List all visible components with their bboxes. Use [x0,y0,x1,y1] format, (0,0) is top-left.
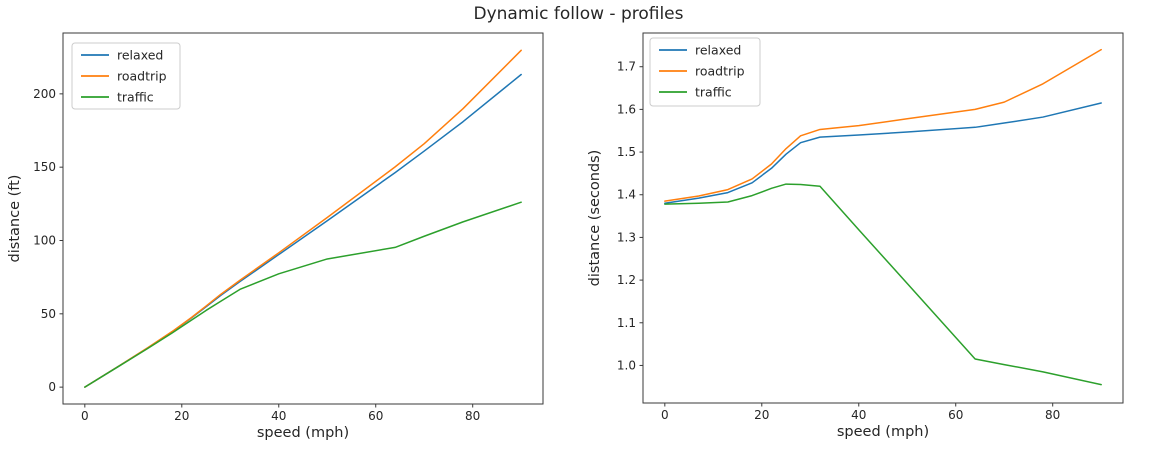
series-line-relaxed [664,102,1102,205]
x-tick-label: 60 [368,409,383,423]
chart-svg: 0 20 40 60 80 0 50 100 150 200 speed (mph) distance… [7,32,544,441]
x-tick-label: 80 [465,409,480,423]
y-tick-label: 1.1 [617,316,636,330]
legend-label-traffic: traffic [695,85,732,100]
legend [71,42,181,110]
y-tick-label: 1.3 [617,230,636,244]
y-tick-label: 1.5 [617,145,636,159]
x-tick-label: 20 [754,408,769,422]
y-axis-label: distance (seconds) [587,150,603,287]
legend-label-relaxed: relaxed [117,48,163,63]
y-tick-label: 50 [41,307,56,321]
x-tick-label: 60 [948,408,963,422]
x-axis-label: speed (mph) [257,425,349,441]
y-tick-label: 100 [33,233,56,247]
y-tick-label: 1.0 [617,358,636,372]
series-line-roadtrip [664,48,1102,202]
y-tick-label: 1.7 [617,60,636,74]
x-tick-label: 0 [661,408,669,422]
y-tick-label: 1.6 [617,102,636,116]
figure-title: Dynamic follow - profiles [473,4,684,24]
x-axis-label: speed (mph) [837,424,929,440]
chart-svg: 0 20 40 60 80 1.0 1.1 1.2 1.3 1.4 1.5 1.6 1.7 speed (… [587,32,1124,440]
y-tick-label: 150 [33,160,56,174]
y-tick-label: 1.4 [617,188,636,202]
right-chart-distance-seconds: 0 20 40 60 80 1.0 1.1 1.2 1.3 1.4 1.5 1.6 1.7 speed (… [578,0,1157,454]
x-tick-label: 80 [1045,408,1060,422]
legend-label-roadtrip: roadtrip [117,69,167,84]
series-line-traffic [664,183,1102,386]
x-tick-label: 0 [81,409,89,423]
x-tick-label: 40 [271,409,286,423]
y-tick-label: 1.2 [617,273,636,287]
y-tick-label: 200 [33,87,56,101]
legend [649,37,761,107]
legend-label-traffic: traffic [117,90,154,105]
x-tick-label: 20 [174,409,189,423]
legend-label-relaxed: relaxed [695,43,741,58]
legend-label-roadtrip: roadtrip [695,64,745,79]
left-chart-distance-ft: 0 20 40 60 80 0 50 100 150 200 speed (mph) distance… [0,0,578,454]
y-axis-label: distance (ft) [7,175,23,263]
y-tick-label: 0 [48,380,56,394]
series-line-traffic [84,201,522,388]
x-tick-label: 40 [851,408,866,422]
